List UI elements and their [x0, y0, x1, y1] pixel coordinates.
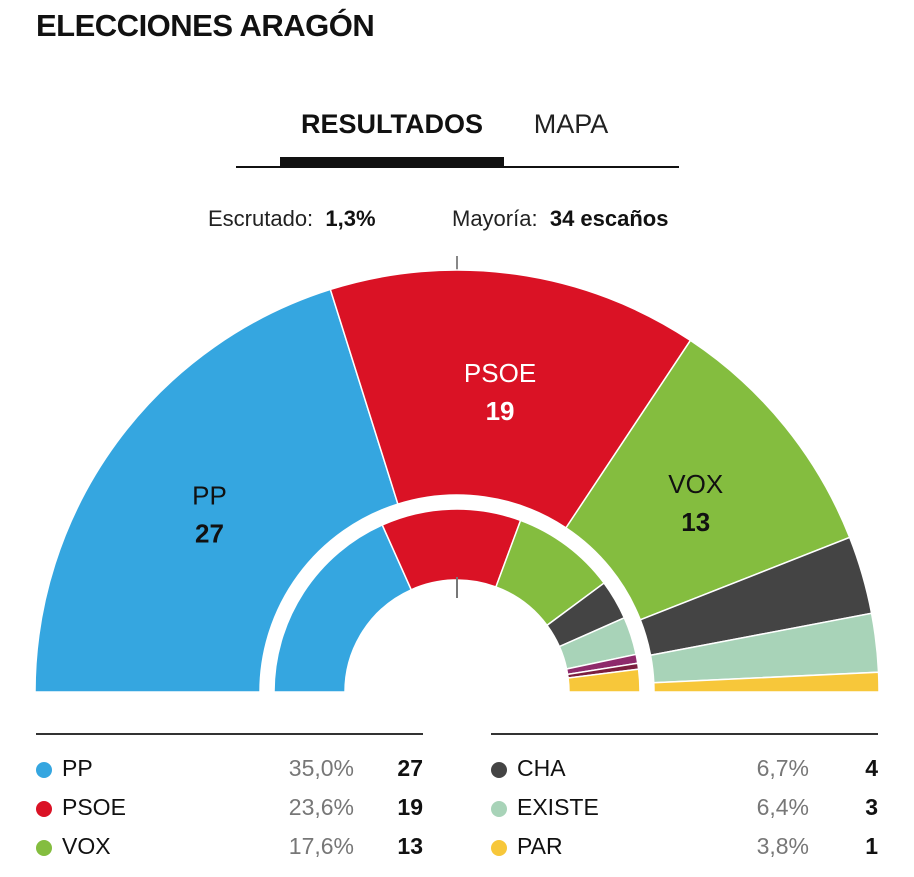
hemicycle-chart: PP 27 PSOE 19 VOX 13 — [34, 256, 880, 693]
active-tab-indicator — [280, 157, 504, 167]
segment-labels: PP 27 PSOE 19 VOX 13 — [192, 358, 723, 548]
stat-escrutado: Escrutado: 1,3% — [208, 206, 376, 232]
mayoria-value: 34 escaños — [549, 206, 669, 231]
escrutado-value: 1,3% — [325, 206, 376, 231]
legend-party: CHA — [517, 755, 566, 781]
legend-row: VOX 17,6% 13 — [36, 830, 436, 869]
segment-seats-vox: 13 — [681, 507, 710, 537]
legend-party: PSOE — [62, 794, 126, 820]
legend-row: EXISTE 6,4% 3 — [491, 791, 891, 830]
seats-ring — [34, 269, 880, 693]
legend-party: PP — [62, 755, 93, 781]
legend-seats: 3 — [865, 794, 878, 820]
legend-pct: 6,7% — [756, 755, 809, 781]
segment-label-pp: PP — [192, 480, 227, 510]
segment-seats-psoe: 19 — [486, 396, 515, 426]
legend-dot-pp — [36, 762, 52, 778]
tab-bar: RESULTADOS MAPA — [236, 100, 679, 170]
votes-ring — [273, 508, 641, 693]
legend-seats: 13 — [397, 833, 423, 859]
legend-seats: 4 — [865, 755, 878, 781]
legend-pct: 35,0% — [288, 755, 354, 781]
legend-left: PP 35,0% 27 PSOE 23,6% 19 VOX 17,6% 13 — [36, 752, 436, 869]
legend-dot-psoe — [36, 801, 52, 817]
legend-dot-existe — [491, 801, 507, 817]
seat-segment-pp — [34, 288, 399, 693]
legend-row: PSOE 23,6% 19 — [36, 791, 436, 830]
legend-party: PAR — [517, 833, 563, 859]
mayoria-label: Mayoría: — [452, 206, 538, 231]
legend-seats: 19 — [397, 794, 423, 820]
tab-divider — [236, 166, 679, 168]
segment-label-vox: VOX — [668, 469, 723, 499]
segment-label-psoe: PSOE — [464, 358, 536, 388]
legend-divider-right — [491, 733, 878, 735]
tab-mapa[interactable]: MAPA — [533, 109, 609, 139]
legend-dot-par — [491, 840, 507, 856]
legend-divider-left — [36, 733, 423, 735]
legend-dot-cha — [491, 762, 507, 778]
segment-seats-pp: 27 — [195, 518, 224, 548]
legend-pct: 17,6% — [288, 833, 354, 859]
legend-seats: 27 — [397, 755, 423, 781]
page-title: ELECCIONES ARAGÓN — [36, 8, 375, 43]
seat-segment-vox — [564, 339, 851, 621]
escrutado-label: Escrutado: — [208, 206, 314, 231]
legend-row: CHA 6,7% 4 — [491, 752, 891, 791]
legend-pct: 6,4% — [756, 794, 809, 820]
tab-resultados[interactable]: RESULTADOS — [301, 109, 483, 139]
legend-row: PP 35,0% 27 — [36, 752, 436, 791]
vote-segment-par — [567, 668, 641, 693]
legend-seats: 1 — [865, 833, 878, 859]
legend-pct: 3,8% — [756, 833, 809, 859]
legend-row: PAR 3,8% 1 — [491, 830, 891, 869]
legend-party: VOX — [62, 833, 111, 859]
stat-mayoria: Mayoría: 34 escaños — [452, 206, 668, 232]
legend-right: CHA 6,7% 4 EXISTE 6,4% 3 PAR 3,8% 1 — [491, 752, 891, 869]
legend-party: EXISTE — [517, 794, 599, 820]
legend-dot-vox — [36, 840, 52, 856]
seat-segment-par — [652, 671, 880, 693]
legend-pct: 23,6% — [288, 794, 354, 820]
seat-segment-psoe — [329, 269, 692, 529]
